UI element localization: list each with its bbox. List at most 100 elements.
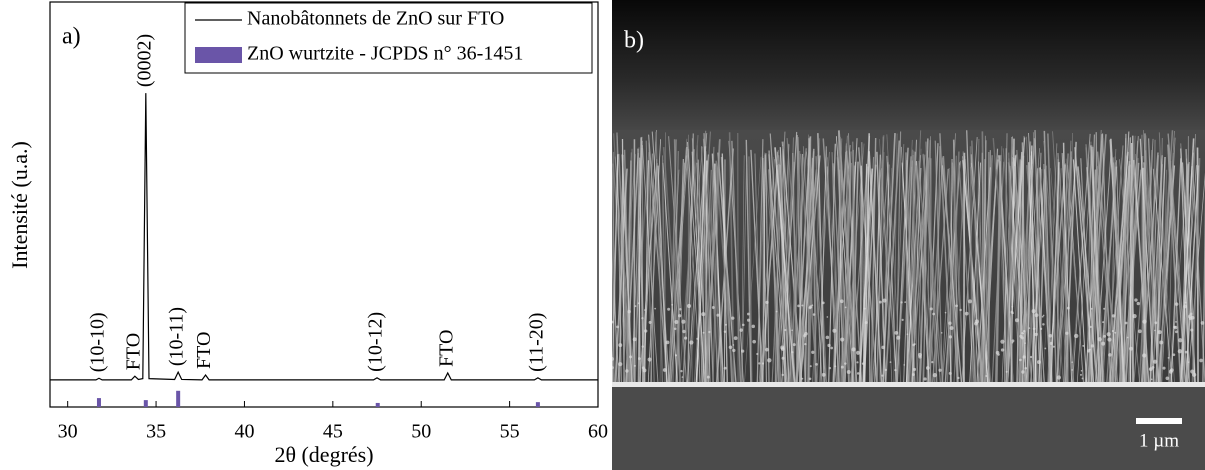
reference-bar	[143, 400, 148, 407]
grain	[1157, 330, 1162, 335]
grain	[765, 347, 769, 352]
grain	[1034, 313, 1039, 318]
nanorod	[969, 162, 982, 383]
grain	[1183, 304, 1188, 309]
x-tick-label: 45	[323, 421, 343, 443]
grain	[894, 330, 899, 335]
grain	[746, 318, 751, 322]
grain	[711, 306, 715, 309]
grain	[1056, 375, 1062, 380]
grain	[696, 337, 699, 340]
nanorod	[791, 152, 798, 383]
grain	[741, 349, 745, 353]
grain	[1048, 334, 1053, 338]
nanorod	[1161, 169, 1168, 383]
nanorod	[1086, 141, 1092, 383]
nanorod	[807, 136, 812, 383]
grain	[911, 373, 915, 377]
grain	[938, 368, 942, 372]
grain	[803, 334, 807, 338]
x-tick-label: 35	[146, 421, 166, 443]
grain	[959, 308, 962, 312]
grain	[1028, 327, 1031, 329]
grain	[948, 321, 952, 325]
grain	[1124, 321, 1128, 325]
grain	[815, 363, 818, 366]
grain	[686, 303, 692, 309]
grain	[1014, 318, 1019, 323]
nanorod	[884, 140, 901, 383]
x-axis-title: 2θ (degrés)	[274, 442, 373, 467]
grain	[1082, 344, 1085, 347]
grain	[662, 368, 667, 372]
grain	[797, 304, 800, 308]
nanorod	[1061, 153, 1073, 383]
grain	[1042, 323, 1045, 326]
sem-image: 1 µm b)	[612, 0, 1205, 470]
grain	[864, 321, 868, 325]
nanorod	[962, 152, 966, 383]
grain	[1200, 321, 1205, 325]
grain	[1011, 312, 1014, 315]
nanorod	[999, 161, 1007, 383]
nanorod	[1167, 133, 1188, 383]
grain	[674, 320, 679, 324]
nanorod	[715, 160, 734, 383]
nanorod	[1116, 160, 1124, 383]
grain	[925, 366, 930, 370]
grain	[752, 339, 757, 344]
grain	[840, 337, 845, 342]
nanorod	[728, 132, 735, 383]
nanorod	[1122, 137, 1132, 383]
nanorod	[836, 169, 841, 383]
sem-background	[612, 0, 1205, 135]
grain	[1042, 314, 1045, 317]
nanorod	[667, 169, 680, 383]
nanorod	[655, 131, 664, 383]
grain	[1159, 340, 1164, 345]
grain	[732, 344, 735, 346]
grain	[1021, 370, 1025, 374]
grain	[894, 368, 897, 372]
grain	[827, 343, 831, 348]
nanorod	[1112, 157, 1123, 383]
nanorod	[832, 138, 843, 383]
nanorod	[651, 131, 670, 383]
nanorod	[657, 165, 668, 383]
nanorod	[1112, 164, 1131, 383]
nanorod	[662, 146, 682, 383]
x-tick-label: 50	[411, 421, 431, 443]
grain	[791, 351, 794, 354]
grain	[641, 317, 644, 320]
grain	[1021, 332, 1024, 335]
grain	[918, 352, 922, 357]
nanorod	[839, 136, 855, 383]
grain	[1034, 332, 1038, 337]
grain	[1080, 369, 1083, 372]
grain	[678, 314, 682, 318]
grain	[761, 362, 765, 365]
grain	[804, 342, 807, 346]
grain	[642, 368, 647, 373]
x-tick-label: 40	[234, 421, 254, 443]
nanorod	[781, 131, 798, 383]
grain	[840, 365, 844, 369]
nanorod	[650, 159, 658, 383]
grain	[1142, 353, 1147, 358]
grain	[680, 369, 683, 373]
reference-bar	[375, 402, 380, 407]
nanorod	[1191, 158, 1201, 383]
nanorod	[612, 192, 614, 383]
nanorod	[1008, 165, 1024, 383]
nanorod	[1028, 162, 1037, 383]
nanorod	[612, 363, 613, 383]
grain	[830, 346, 834, 350]
nanorod	[1115, 138, 1127, 383]
grain	[1167, 356, 1170, 359]
grain	[1049, 341, 1053, 345]
nanorod	[1139, 138, 1155, 383]
grain	[683, 336, 688, 340]
grain	[1108, 353, 1112, 357]
grain	[834, 365, 837, 368]
